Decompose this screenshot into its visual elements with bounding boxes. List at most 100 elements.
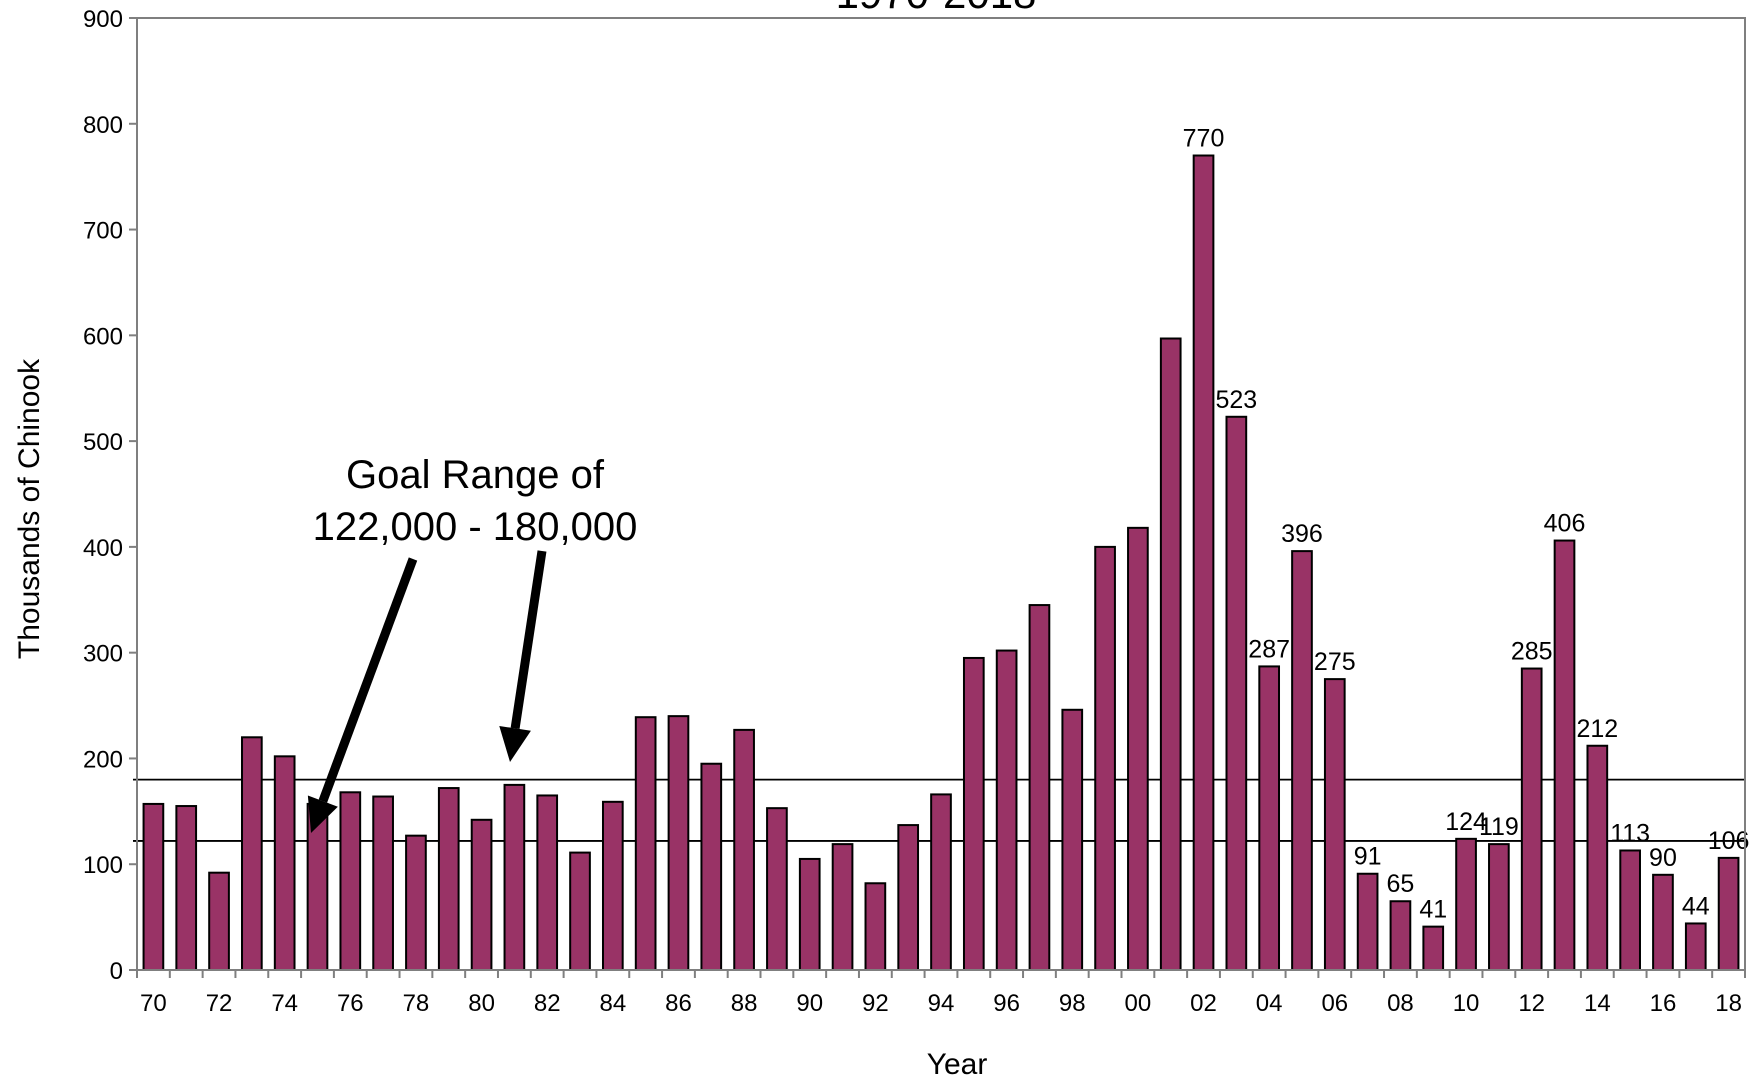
bar	[503, 783, 526, 972]
data-label: 119	[1479, 813, 1519, 841]
bar	[1159, 337, 1182, 971]
x-tick-label: 86	[665, 990, 692, 1017]
goal-range-annotation: Goal Range of 122,000 - 180,000	[307, 453, 638, 833]
bar	[208, 871, 230, 971]
bar	[1192, 154, 1215, 971]
x-tick-label: 72	[206, 990, 233, 1017]
x-tick-label: 96	[993, 990, 1020, 1017]
bar	[273, 755, 296, 972]
bar	[864, 882, 887, 971]
x-tick-label: 70	[140, 990, 167, 1017]
bar	[536, 794, 559, 972]
y-tick-label: 700	[83, 218, 123, 245]
x-tick-label: 98	[1059, 990, 1086, 1017]
x-tick-label: 82	[534, 990, 561, 1017]
bar	[1717, 856, 1740, 971]
bar	[1553, 539, 1576, 971]
bar	[1422, 925, 1445, 971]
bar	[142, 802, 165, 971]
bar	[372, 795, 394, 971]
data-label: 124	[1445, 808, 1487, 836]
x-tick-label: 80	[468, 990, 495, 1017]
bar	[1258, 665, 1281, 971]
y-tick-label: 500	[83, 429, 123, 456]
arrow-right-shaft	[510, 550, 547, 730]
x-tick-label: 88	[731, 990, 758, 1017]
y-tick-label: 200	[83, 746, 123, 773]
x-tick-label: 84	[599, 990, 626, 1017]
bar	[667, 715, 690, 972]
data-label: 285	[1511, 638, 1553, 666]
y-tick-label: 400	[83, 535, 123, 562]
chart-title: 1970-2018	[836, 0, 1037, 17]
bar	[241, 736, 263, 971]
bar	[1225, 415, 1248, 971]
x-tick-label: 06	[1321, 990, 1348, 1017]
plot-area-frame	[136, 17, 1746, 971]
bar	[437, 787, 460, 971]
bar	[306, 802, 329, 971]
x-tick-label: 14	[1584, 990, 1611, 1017]
bar	[1619, 849, 1641, 972]
x-tick-label: 76	[337, 990, 364, 1017]
x-tick-label: 00	[1125, 990, 1152, 1017]
x-axis-title: Year	[927, 1048, 988, 1081]
bar	[700, 762, 723, 971]
bar	[831, 843, 854, 972]
data-label: 212	[1576, 715, 1618, 743]
bar	[1520, 667, 1543, 971]
data-label: 287	[1248, 635, 1290, 663]
annotation-line-1: Goal Range of	[346, 453, 605, 497]
x-tick-label: 08	[1387, 990, 1414, 1017]
bar	[1586, 744, 1609, 971]
y-tick-label: 600	[83, 323, 123, 350]
bar	[1061, 708, 1084, 972]
bar	[1094, 545, 1116, 972]
arrow-right-head	[499, 725, 531, 762]
data-label: 396	[1281, 520, 1323, 548]
data-label: 91	[1354, 843, 1382, 871]
x-axis-ticks: 70 72 74 76 78 80 82 84 86 88 90 92 94 96 98 00 02 04 06 08…	[136, 970, 1746, 1017]
x-tick-label: 92	[862, 990, 889, 1017]
x-tick-label: 18	[1715, 990, 1742, 1017]
y-tick-label: 900	[83, 6, 123, 33]
data-label: 41	[1419, 896, 1447, 924]
bar	[930, 793, 952, 971]
bar	[798, 857, 821, 972]
x-tick-label: 10	[1453, 990, 1480, 1017]
data-label: 406	[1544, 510, 1586, 538]
bar	[1323, 678, 1346, 971]
x-tick-label: 12	[1518, 990, 1545, 1017]
bar	[1488, 843, 1510, 972]
arrow-left-head	[307, 795, 338, 833]
bar	[995, 649, 1018, 971]
data-label: 65	[1387, 870, 1415, 898]
bar	[569, 851, 591, 971]
bar	[1127, 526, 1149, 971]
x-tick-label: 16	[1650, 990, 1677, 1017]
bar	[470, 818, 493, 971]
bar	[601, 800, 624, 972]
bars	[142, 154, 1740, 972]
bar	[1684, 922, 1707, 971]
bar	[1652, 873, 1674, 971]
bar	[1455, 837, 1477, 972]
bar	[733, 728, 755, 972]
x-tick-label: 90	[796, 990, 823, 1017]
y-tick-label: 800	[83, 112, 123, 139]
annotation-line-2: 122,000 - 180,000	[313, 505, 638, 549]
bar	[766, 807, 788, 971]
bar	[1291, 550, 1313, 971]
x-tick-label: 78	[403, 990, 430, 1017]
x-tick-label: 94	[928, 990, 955, 1017]
data-label: 113	[1610, 819, 1650, 847]
data-label: 106	[1708, 827, 1750, 855]
bar	[175, 805, 198, 971]
bar	[1356, 872, 1379, 972]
bar	[962, 656, 985, 971]
data-label: 44	[1682, 892, 1710, 920]
bar	[1389, 900, 1412, 971]
y-axis-ticks: 0 100 200 300 400 500 600 700 800 900	[83, 6, 137, 985]
